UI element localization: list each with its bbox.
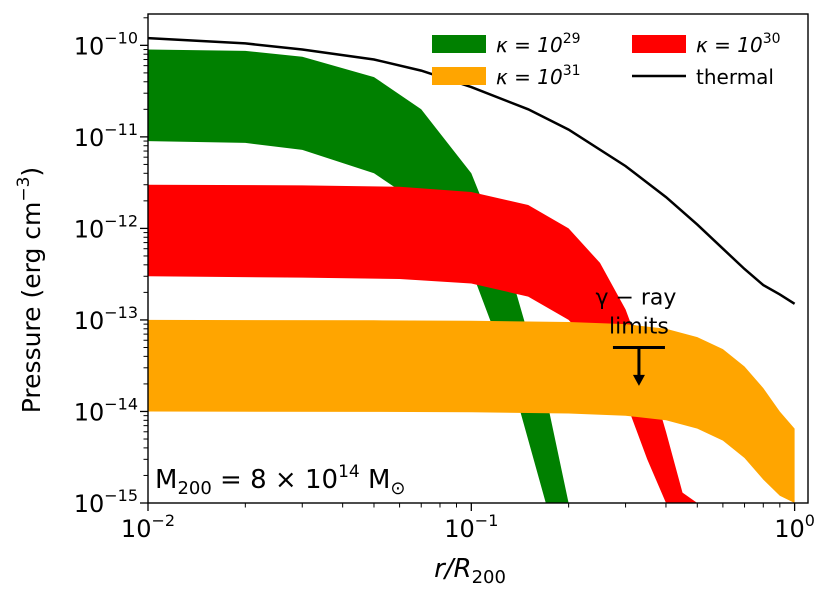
- legend-swatch-kappa-1e30: [632, 35, 686, 53]
- gamma-limit-arrow-head: [632, 374, 645, 386]
- y-axis-label: Pressure (erg cm−3): [14, 167, 46, 413]
- legend-label-kappa-1e30: κ = 1030: [696, 31, 781, 57]
- legend: κ = 1029 κ = 1030 κ = 1031 thermal: [432, 31, 781, 89]
- y-tick-label: 10−11: [74, 120, 138, 152]
- lines-layer: [147, 36, 796, 305]
- band-kappa-1e31: [148, 319, 795, 503]
- legend-label-kappa-1e29: κ = 1029: [496, 31, 581, 57]
- legend-label-thermal: thermal: [696, 65, 774, 89]
- gamma-limit-label-line2: limits: [609, 314, 669, 339]
- legend-label-kappa-1e31: κ = 1031: [496, 63, 581, 89]
- y-tick-label: 10−13: [74, 303, 138, 335]
- band-kappa-1e30: [148, 184, 714, 503]
- x-tick-label: 100: [774, 511, 815, 543]
- plot-frame: [147, 13, 809, 504]
- x-axis-ticks: 10−2 10−1 100: [121, 503, 815, 543]
- y-axis-ticks: 10−10 10−11 10−12 10−13 10−14 10−15: [74, 17, 148, 518]
- y-tick-label: 10−10: [74, 28, 138, 60]
- x-axis-label: r/R200: [434, 554, 506, 588]
- line-thermal: [147, 36, 796, 305]
- y-tick-label: 10−14: [74, 394, 138, 426]
- legend-swatch-kappa-1e29: [432, 35, 486, 53]
- legend-swatch-kappa-1e31: [432, 67, 486, 85]
- mass-annotation: M200 = 8 × 1014 M⊙: [155, 462, 406, 499]
- x-tick-label: 10−1: [444, 511, 498, 543]
- y-tick-label: 10−12: [74, 211, 138, 243]
- gamma-limit-label-line1: γ − ray: [595, 285, 676, 310]
- gamma-ray-limit: γ − ray limits: [595, 285, 676, 386]
- bands-layer: [148, 49, 795, 503]
- y-tick-label: 10−15: [74, 486, 138, 518]
- x-tick-label: 10−2: [121, 511, 175, 543]
